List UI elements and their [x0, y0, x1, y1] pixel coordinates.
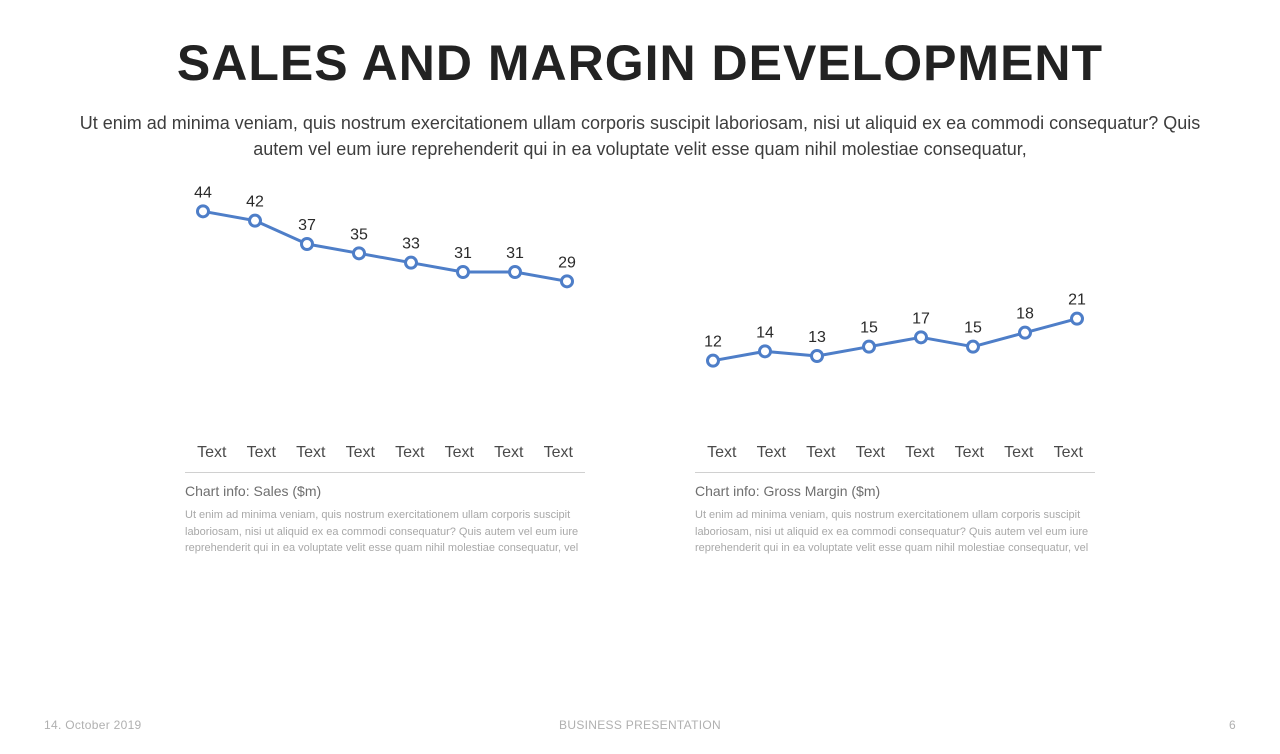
chart-left-plot: 44 42 37 35 33 31 31 29 — [185, 174, 585, 384]
x-axis-label: Text — [945, 444, 995, 462]
svg-text:21: 21 — [1068, 292, 1086, 309]
svg-text:44: 44 — [194, 185, 212, 202]
footer-center: BUSINESS PRESENTATION — [559, 718, 721, 732]
footer-date: 14. October 2019 — [44, 718, 142, 732]
x-axis-label: Text — [1044, 444, 1094, 462]
svg-text:37: 37 — [298, 217, 316, 234]
x-axis-label: Text — [435, 444, 485, 462]
svg-text:35: 35 — [350, 227, 368, 244]
svg-text:29: 29 — [558, 255, 576, 272]
x-axis-label: Text — [846, 444, 896, 462]
chart-left-xlabels: TextTextTextTextTextTextTextText — [185, 444, 585, 462]
footer-page: 6 — [1229, 718, 1236, 732]
x-axis-label: Text — [747, 444, 797, 462]
x-axis-label: Text — [484, 444, 534, 462]
x-axis-label: Text — [895, 444, 945, 462]
x-axis-label: Text — [237, 444, 287, 462]
chart-right-xlabels: TextTextTextTextTextTextTextText — [695, 444, 1095, 462]
x-axis-label: Text — [534, 444, 584, 462]
x-axis-label: Text — [187, 444, 237, 462]
chart-left-description: Ut enim ad minima veniam, quis nostrum e… — [185, 507, 585, 557]
charts-row: 4442373533313129 TextTextTextTextTextTex… — [0, 174, 1280, 557]
svg-text:15: 15 — [860, 320, 878, 337]
chart-right-description: Ut enim ad minima veniam, quis nostrum e… — [695, 507, 1095, 557]
svg-text:42: 42 — [246, 194, 264, 211]
chart-right-divider — [695, 472, 1095, 473]
page-subtitle: Ut enim ad minima veniam, quis nostrum e… — [70, 110, 1210, 162]
chart-left: 4442373533313129 TextTextTextTextTextTex… — [185, 174, 585, 557]
x-axis-label: Text — [336, 444, 386, 462]
chart-right-info: Chart info: Gross Margin ($m) — [695, 483, 1095, 499]
svg-text:31: 31 — [454, 245, 472, 262]
svg-text:18: 18 — [1016, 306, 1034, 323]
svg-text:15: 15 — [964, 320, 982, 337]
x-axis-label: Text — [286, 444, 336, 462]
footer: 14. October 2019 BUSINESS PRESENTATION 6 — [0, 718, 1280, 732]
svg-text:31: 31 — [506, 245, 524, 262]
chart-right-plot: 12 14 13 15 17 15 18 21 — [695, 174, 1095, 384]
svg-text:33: 33 — [402, 236, 420, 253]
chart-left-info: Chart info: Sales ($m) — [185, 483, 585, 499]
svg-text:13: 13 — [808, 329, 826, 346]
svg-text:14: 14 — [756, 325, 774, 342]
x-axis-label: Text — [697, 444, 747, 462]
x-axis-label: Text — [796, 444, 846, 462]
chart-left-divider — [185, 472, 585, 473]
chart-right: 1214131517151821 TextTextTextTextTextTex… — [695, 174, 1095, 557]
svg-text:17: 17 — [912, 311, 930, 328]
svg-text:12: 12 — [704, 334, 722, 351]
page-title: SALES AND MARGIN DEVELOPMENT — [0, 34, 1280, 92]
x-axis-label: Text — [994, 444, 1044, 462]
x-axis-label: Text — [385, 444, 435, 462]
